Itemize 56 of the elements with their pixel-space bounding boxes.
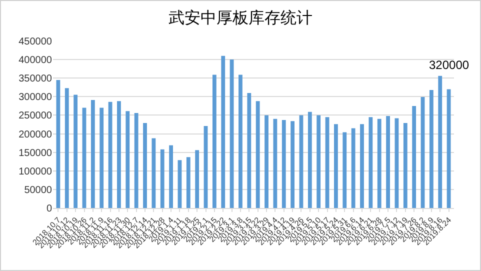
bar — [90, 100, 95, 208]
bar — [299, 115, 304, 208]
y-tick-label: 400000 — [18, 55, 52, 66]
bar — [282, 120, 286, 208]
bar — [438, 76, 442, 208]
bar — [100, 108, 104, 208]
bar — [152, 138, 156, 208]
bar — [429, 90, 434, 208]
bar — [316, 115, 321, 208]
bar — [178, 160, 182, 208]
bar — [360, 124, 364, 208]
bar — [56, 80, 60, 208]
bar — [377, 118, 382, 208]
bar — [204, 126, 208, 208]
bar — [126, 111, 130, 208]
bar — [221, 56, 226, 208]
bar — [160, 149, 164, 208]
bar — [351, 128, 356, 208]
bar — [386, 116, 390, 208]
y-tick-label: 100000 — [18, 166, 52, 178]
bar — [308, 112, 312, 208]
bar — [256, 101, 260, 208]
bar — [403, 123, 408, 208]
bar — [230, 60, 234, 208]
y-tick-label: 150000 — [18, 148, 52, 159]
bar — [195, 150, 200, 208]
bar — [238, 74, 242, 208]
bar — [186, 157, 190, 208]
y-tick-label: 200000 — [18, 129, 52, 140]
bar — [446, 89, 451, 208]
bar — [325, 117, 330, 208]
bar — [412, 106, 416, 208]
bar — [74, 94, 78, 208]
y-tick-label: 300000 — [18, 92, 52, 104]
y-tick-label: 450000 — [18, 36, 52, 48]
bar — [117, 101, 121, 208]
bar — [420, 97, 425, 208]
bar — [394, 118, 399, 208]
bar — [264, 115, 268, 208]
y-tick-label: 50000 — [24, 184, 52, 196]
data-label: 320000 — [429, 58, 470, 72]
bar — [212, 74, 216, 208]
bar — [64, 88, 69, 208]
bar — [134, 113, 138, 208]
chart-title: 武安中厚板库存统计 — [168, 8, 312, 27]
bar — [290, 121, 295, 208]
bar — [273, 118, 278, 208]
y-tick-label: 0 — [46, 204, 52, 214]
y-tick-label: 250000 — [18, 110, 52, 122]
bar — [247, 92, 252, 208]
bar — [169, 145, 173, 208]
bar — [342, 132, 347, 208]
bar — [143, 123, 147, 208]
y-tick-label: 350000 — [18, 74, 52, 85]
bar — [334, 124, 338, 208]
bar — [368, 117, 373, 208]
